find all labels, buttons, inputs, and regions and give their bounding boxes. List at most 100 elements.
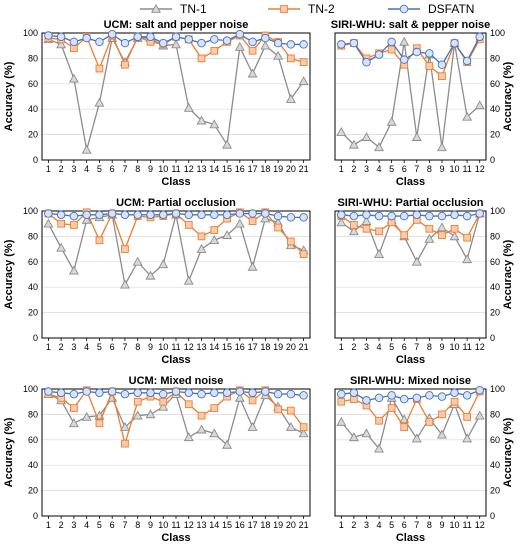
data-point	[400, 231, 409, 239]
x-tick-label: 5	[389, 164, 394, 174]
y-tick-label: 100	[23, 384, 38, 394]
data-point	[197, 54, 206, 63]
data-point	[349, 211, 359, 221]
data-point	[399, 211, 409, 221]
x-tick-label: 8	[427, 164, 432, 174]
data-point	[95, 419, 104, 428]
data-point	[274, 405, 282, 414]
chart-title: SIRI-WHU: salt & pepper noise	[331, 19, 491, 31]
data-point	[44, 387, 53, 396]
data-point	[120, 210, 130, 220]
series-dsfatn	[337, 386, 484, 405]
data-point	[235, 387, 245, 396]
y-tick-label: 0	[33, 155, 38, 165]
y-tick-label: 100	[490, 384, 505, 394]
data-point	[145, 409, 156, 419]
x-tick-label: 1	[339, 342, 344, 352]
y-tick-label: 100	[490, 28, 505, 38]
data-point	[412, 393, 422, 403]
x-tick-label: 17	[248, 520, 258, 530]
data-point	[82, 387, 91, 396]
series-dsfatn	[337, 209, 484, 221]
x-tick-label: 18	[260, 164, 270, 174]
data-point	[349, 38, 359, 48]
data-point	[337, 40, 346, 49]
y-tick-label: 0	[490, 155, 495, 165]
x-tick-label: 11	[171, 164, 180, 174]
legend-marker-circle-icon	[399, 4, 409, 14]
data-point	[386, 116, 397, 126]
x-tick-label: 21	[299, 520, 309, 530]
plot-frame	[41, 32, 311, 161]
data-point	[68, 418, 79, 428]
x-tick-label: 11	[462, 342, 471, 352]
x-tick-label: 11	[462, 520, 471, 530]
y-tick-label: 80	[490, 231, 500, 241]
series-line	[340, 396, 481, 451]
series-dsfatn	[44, 387, 308, 400]
data-point	[132, 256, 143, 266]
data-point	[222, 139, 233, 149]
y-tick-label: 20	[490, 130, 500, 140]
data-point	[222, 36, 232, 45]
data-point	[95, 236, 104, 245]
x-tick-label: 5	[389, 520, 394, 530]
data-point	[56, 388, 66, 398]
data-point	[196, 243, 207, 253]
data-point	[400, 423, 409, 431]
x-tick-label: 11	[171, 342, 180, 352]
x-tick-label: 6	[110, 520, 115, 530]
data-point	[222, 439, 233, 449]
legend-marker-triangle-icon	[151, 3, 161, 13]
chart-title: SIRI-WHU: Partial occlusion	[337, 197, 483, 209]
y-tick-label: 80	[28, 409, 38, 419]
data-point	[197, 389, 206, 399]
x-tick-label: 8	[135, 342, 140, 352]
x-tick-label: 2	[59, 164, 64, 174]
x-tick-label: 7	[122, 342, 127, 352]
x-tick-label: 1	[339, 164, 344, 174]
y-tick-label: 100	[23, 28, 38, 38]
x-tick-label: 20	[286, 164, 296, 174]
y-tick-label: 0	[33, 333, 38, 343]
data-point	[146, 32, 155, 42]
data-point	[362, 57, 371, 67]
data-point	[349, 388, 359, 398]
x-tick-label: 15	[222, 164, 232, 174]
data-point	[95, 64, 104, 73]
y-tick-label: 40	[28, 460, 38, 470]
data-point	[171, 209, 181, 218]
x-tick-label: 9	[148, 164, 153, 174]
y-axis-label: Accuracy (%)	[502, 417, 514, 487]
data-point	[463, 233, 471, 242]
data-point	[222, 388, 232, 398]
x-axis-label: Class	[161, 176, 190, 188]
data-point	[348, 226, 359, 236]
chart-title: UCM: Partial occlusion	[116, 197, 236, 209]
data-point	[437, 211, 447, 221]
data-point	[299, 58, 308, 67]
data-point	[387, 37, 396, 47]
x-tick-label: 4	[377, 164, 382, 174]
data-point	[336, 217, 347, 227]
data-point	[436, 222, 447, 232]
data-point	[70, 404, 78, 412]
data-point	[475, 386, 484, 395]
x-tick-label: 17	[248, 342, 258, 352]
y-tick-label: 0	[490, 333, 495, 343]
series-line	[48, 36, 305, 151]
x-axis-label: Class	[396, 532, 425, 544]
x-tick-label: 10	[450, 342, 460, 352]
data-point	[261, 209, 270, 218]
data-point	[348, 432, 359, 442]
x-tick-label: 19	[273, 520, 283, 530]
data-point	[336, 416, 347, 426]
series-tn-2	[337, 35, 484, 81]
data-point	[56, 210, 66, 220]
y-axis-label: Accuracy (%)	[3, 239, 15, 309]
data-point	[462, 433, 473, 443]
data-point	[247, 421, 258, 431]
data-point	[425, 224, 434, 233]
